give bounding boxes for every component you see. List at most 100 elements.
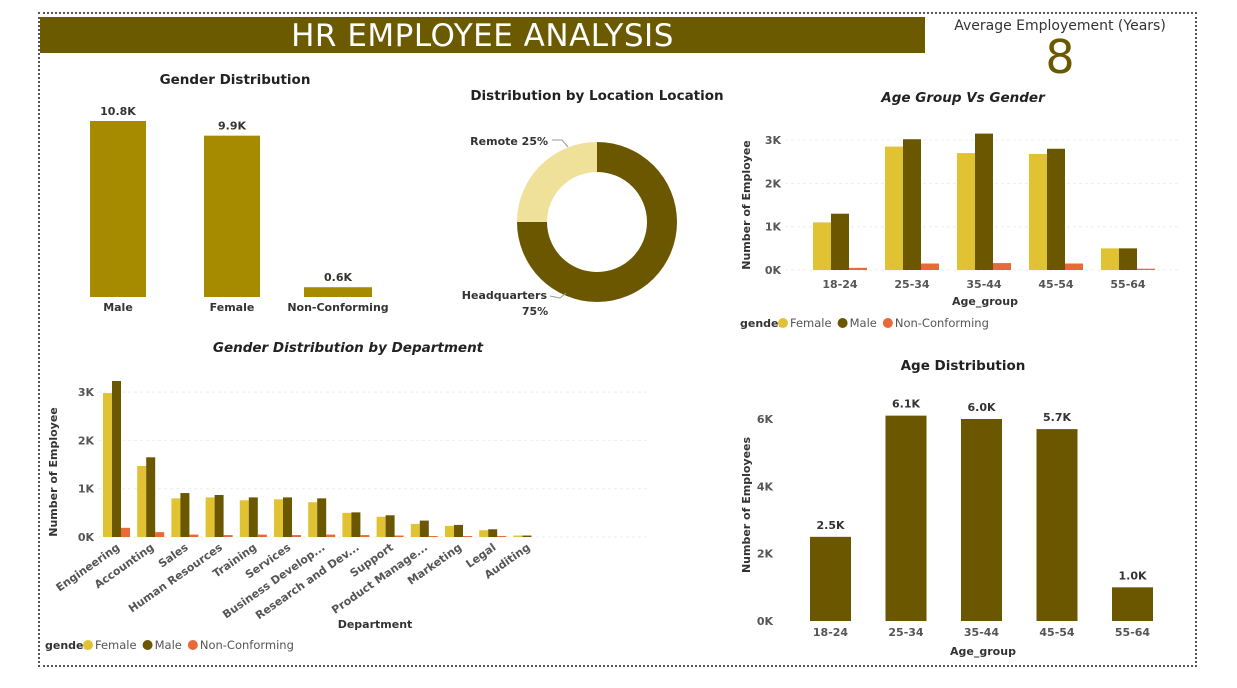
y-axis-title: Number of Employees bbox=[740, 437, 753, 574]
x-tick-label: 18-24 bbox=[822, 278, 858, 291]
bar-non-conforming bbox=[394, 535, 404, 537]
chart-title: Age Group Vs Gender bbox=[880, 90, 1046, 106]
report-frame bbox=[38, 12, 1197, 667]
x-tick-label: Non-Conforming bbox=[287, 301, 388, 314]
chart-title: Distribution by Location Location bbox=[470, 88, 723, 104]
bar-non-conforming bbox=[463, 536, 472, 537]
data-label: 6.0K bbox=[967, 401, 995, 414]
x-tick-label: 25-34 bbox=[888, 626, 924, 639]
bar-male bbox=[1119, 248, 1137, 270]
bar-female bbox=[103, 393, 112, 537]
x-tick-label: 25-34 bbox=[894, 278, 930, 291]
bar-female bbox=[274, 499, 283, 537]
legend-marker-non-conforming bbox=[882, 318, 893, 328]
bar-male bbox=[112, 380, 121, 537]
chart-title: Gender Distribution bbox=[160, 72, 311, 88]
data-label: 6.1K bbox=[892, 398, 920, 411]
bar-non-conforming bbox=[497, 536, 507, 537]
bar-male bbox=[488, 529, 498, 537]
bar-non-conforming bbox=[155, 532, 165, 537]
x-tick-label: Accounting bbox=[92, 541, 156, 592]
y-tick-label: 0K bbox=[765, 264, 782, 277]
legend-marker-female bbox=[83, 640, 93, 650]
data-label: 0.6K bbox=[324, 271, 352, 284]
y-tick-label: 3K bbox=[78, 386, 95, 399]
legend-item: Non-Conforming bbox=[200, 638, 294, 652]
bar-non-conforming bbox=[360, 535, 370, 537]
bar-male bbox=[351, 512, 361, 537]
bar-male bbox=[903, 139, 921, 270]
leader-line bbox=[549, 292, 567, 299]
y-tick-label: 1K bbox=[765, 221, 782, 234]
bar-non-conforming bbox=[121, 527, 130, 537]
bar-female bbox=[445, 525, 454, 537]
bar-45-54 bbox=[1036, 429, 1078, 621]
x-tick-label: Male bbox=[103, 301, 133, 314]
legend-marker-female bbox=[778, 318, 788, 328]
bar-male bbox=[146, 457, 156, 537]
donut-slice-headquarters bbox=[517, 142, 677, 302]
bar-35-44 bbox=[961, 419, 1002, 621]
bar-female bbox=[376, 516, 386, 537]
chart-title: Age Distribution bbox=[901, 358, 1026, 374]
bar-male bbox=[180, 493, 190, 537]
data-label: 5.7K bbox=[1043, 411, 1071, 424]
bar-male bbox=[90, 121, 146, 297]
bar-non-conforming bbox=[1137, 268, 1155, 270]
x-axis-title: Department bbox=[338, 618, 413, 631]
bar-female bbox=[205, 497, 215, 537]
slice-label-remote: Remote 25% bbox=[470, 135, 548, 148]
bar-female bbox=[1029, 153, 1047, 270]
bar-male bbox=[419, 520, 429, 537]
bar-18-24 bbox=[810, 536, 851, 621]
bar-non-conforming bbox=[257, 534, 267, 537]
bar-male bbox=[385, 515, 395, 537]
legend-item: Male bbox=[155, 638, 182, 652]
bar-non-conforming bbox=[304, 287, 372, 297]
legend-marker-male bbox=[142, 640, 153, 650]
page-title: HR EMPLOYEE ANALYSIS bbox=[40, 17, 925, 54]
bar-male bbox=[831, 213, 849, 270]
legend-item: Female bbox=[95, 638, 137, 652]
x-axis-title: Age_group bbox=[952, 295, 1018, 308]
x-axis-title: Age_group bbox=[950, 645, 1016, 658]
bar-25-34 bbox=[885, 415, 927, 621]
data-label: 1.0K bbox=[1118, 569, 1146, 582]
x-tick-label: 35-44 bbox=[964, 626, 1000, 639]
y-tick-label: 0K bbox=[757, 615, 774, 628]
chart-title: Gender Distribution by Department bbox=[213, 340, 484, 356]
y-axis-title: Number of Employee bbox=[47, 407, 60, 537]
x-tick-label: 55-64 bbox=[1115, 626, 1151, 639]
bar-female bbox=[410, 523, 420, 537]
bar-female bbox=[204, 135, 260, 297]
x-tick-label: 55-64 bbox=[1110, 278, 1146, 291]
bar-non-conforming bbox=[223, 535, 233, 537]
kpi-value: 8 bbox=[1045, 30, 1075, 84]
bar-non-conforming bbox=[189, 534, 199, 537]
bar-male bbox=[283, 497, 292, 537]
bar-55-64 bbox=[1112, 587, 1153, 621]
bar-non-conforming bbox=[292, 535, 301, 537]
bar-female bbox=[308, 502, 318, 537]
data-label: 2.5K bbox=[816, 519, 844, 532]
y-tick-label: 0K bbox=[78, 531, 95, 544]
slice-label-headquarters: Headquarters bbox=[462, 289, 548, 302]
bar-female bbox=[479, 530, 489, 537]
legend-marker-male bbox=[837, 318, 848, 328]
bar-male bbox=[317, 498, 327, 537]
bar-male bbox=[248, 497, 258, 537]
bar-female bbox=[513, 535, 523, 537]
bar-non-conforming bbox=[428, 536, 438, 537]
bar-male bbox=[454, 524, 463, 537]
legend-item: Non-Conforming bbox=[895, 316, 989, 330]
bar-female bbox=[813, 222, 831, 270]
y-tick-label: 2K bbox=[765, 177, 782, 190]
bar-female bbox=[342, 512, 352, 537]
bar-male bbox=[975, 133, 993, 270]
x-tick-label: 18-24 bbox=[813, 626, 849, 639]
data-label: 9.9K bbox=[218, 120, 246, 133]
bar-female bbox=[1101, 248, 1119, 270]
legend-title: gender bbox=[740, 317, 785, 330]
